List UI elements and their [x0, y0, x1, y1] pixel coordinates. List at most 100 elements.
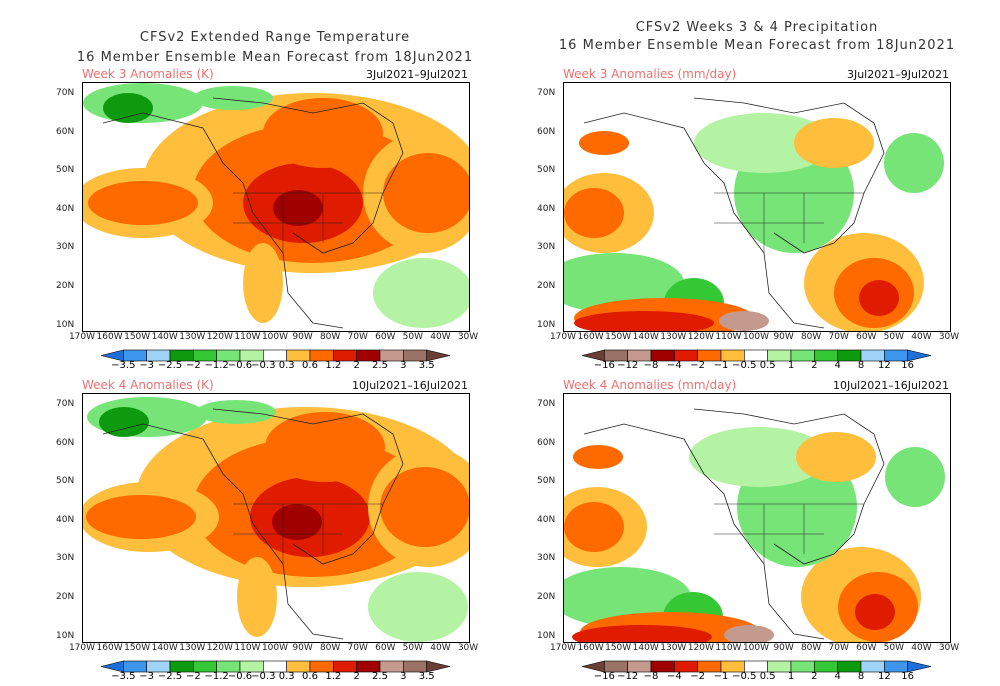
lon-tick: 170W — [549, 332, 577, 342]
lat-tick: 40N — [537, 203, 556, 214]
lon-tick: 140W — [151, 332, 178, 342]
colorbar-label: −4 — [666, 671, 682, 682]
lon-tick: 120W — [687, 643, 714, 653]
anomaly-region — [86, 495, 196, 539]
lon-tick: 50W — [402, 643, 424, 653]
right-week3-label: Week 3 Anomalies (mm/day) — [563, 67, 737, 81]
lon-tick: 110W — [715, 332, 742, 342]
anomaly-region — [859, 280, 899, 316]
lon-tick: 140W — [632, 643, 659, 653]
borders — [714, 192, 864, 253]
lon-tick: 160W — [577, 643, 604, 653]
lon-tick: 40W — [911, 332, 932, 342]
colorbar-label: 3 — [400, 360, 407, 371]
lon-tick: 150W — [124, 643, 151, 653]
anomaly-region — [885, 447, 945, 507]
anomaly-region — [564, 253, 684, 313]
lat-tick: 70N — [56, 399, 75, 409]
lat-tick: 30N — [56, 553, 75, 564]
lon-tick: 170W — [549, 643, 577, 653]
anomaly-region — [573, 445, 623, 469]
colorbar-label: −1 — [713, 360, 729, 371]
lon-tick: 70W — [828, 643, 849, 653]
lon-tick: 50W — [883, 332, 905, 342]
lon-tick: 90W — [773, 332, 794, 342]
colorbar-label: 1 — [787, 671, 795, 682]
lat-tick: 40N — [537, 514, 556, 525]
lon-tick: 110W — [234, 643, 261, 653]
lon-tick: 30W — [938, 643, 960, 653]
colorbar-label: −8 — [643, 360, 659, 371]
colorbar-arrow — [426, 349, 451, 362]
colorbar-label: −16 — [593, 360, 615, 371]
anomaly-region — [855, 594, 895, 630]
lon-tick: 60W — [375, 643, 396, 653]
colorbar-label: 8 — [857, 671, 865, 682]
lat-tick: 40N — [56, 514, 75, 525]
colorbar-label: 4 — [834, 360, 841, 371]
colorbar — [100, 660, 451, 673]
lat-tick: 60N — [56, 126, 75, 137]
anomaly-region — [574, 311, 714, 331]
colorbar-label: −12 — [617, 671, 639, 682]
colorbar-label: −3 — [139, 360, 155, 371]
colorbar-label: 1.2 — [325, 671, 342, 682]
lat-tick: 70N — [537, 399, 556, 409]
colorbar-label: 0.6 — [302, 671, 318, 682]
anomaly-region — [564, 502, 624, 552]
colorbar-label: 16 — [901, 671, 915, 682]
lon-tick: 150W — [605, 643, 632, 653]
anomaly-field — [564, 97, 944, 331]
right-week3-map — [563, 82, 951, 332]
lon-tick: 30W — [938, 332, 960, 342]
lat-tick: 60N — [537, 126, 556, 137]
left-week3-map — [82, 82, 470, 332]
colorbar-label: −3.5 — [111, 671, 136, 682]
anomaly-region — [368, 572, 468, 642]
lon-tick: 70W — [347, 332, 368, 342]
lon-tick: 80W — [319, 332, 341, 342]
colorbar-label: −2 — [185, 671, 201, 682]
lon-tick: 90W — [292, 332, 313, 342]
colorbar-label: 3.5 — [418, 360, 435, 371]
colorbar-arrow — [907, 349, 932, 362]
colorbar — [581, 660, 932, 673]
anomaly-region — [265, 412, 385, 482]
colorbar-label: 0.5 — [759, 360, 776, 371]
lon-tick: 160W — [96, 332, 123, 342]
right-week4-map — [563, 393, 951, 643]
lon-tick: 70W — [828, 332, 849, 342]
lon-tick: 170W — [68, 643, 96, 653]
anomaly-region — [572, 625, 712, 642]
colorbar-wrap — [100, 658, 452, 673]
colorbar-wrap — [581, 658, 933, 673]
coastline — [583, 408, 885, 640]
lon-tick: 80W — [319, 643, 341, 653]
anomaly-region — [724, 625, 774, 642]
lon-tick: 40W — [911, 643, 932, 653]
lon-tick: 60W — [856, 643, 877, 653]
colorbar-label: 4 — [834, 671, 841, 682]
lon-tick: 110W — [234, 332, 261, 342]
anomaly-region — [243, 243, 283, 323]
lon-tick: 130W — [660, 332, 687, 342]
lat-tick: 30N — [56, 242, 75, 253]
lon-tick: 70W — [347, 643, 368, 653]
colorbar-label: −3 — [139, 671, 155, 682]
lat-tick: 10N — [537, 630, 556, 641]
anomaly-region — [564, 188, 624, 238]
lat-tick: 50N — [537, 165, 556, 176]
anomaly-region — [564, 567, 691, 627]
anomaly-region — [99, 407, 149, 437]
colorbar-label: 1 — [787, 360, 795, 371]
lat-tick: 70N — [537, 88, 556, 98]
anomaly-field — [83, 397, 469, 642]
colorbar-label: −0.6 — [227, 360, 253, 371]
lat-tick: 50N — [56, 165, 75, 176]
colorbar — [100, 349, 451, 362]
anomaly-region — [237, 557, 277, 637]
colorbar-label: 2 — [811, 671, 818, 682]
coastline — [102, 408, 404, 640]
colorbar-label: 0.3 — [278, 671, 295, 682]
lat-tick: 10N — [56, 319, 75, 330]
